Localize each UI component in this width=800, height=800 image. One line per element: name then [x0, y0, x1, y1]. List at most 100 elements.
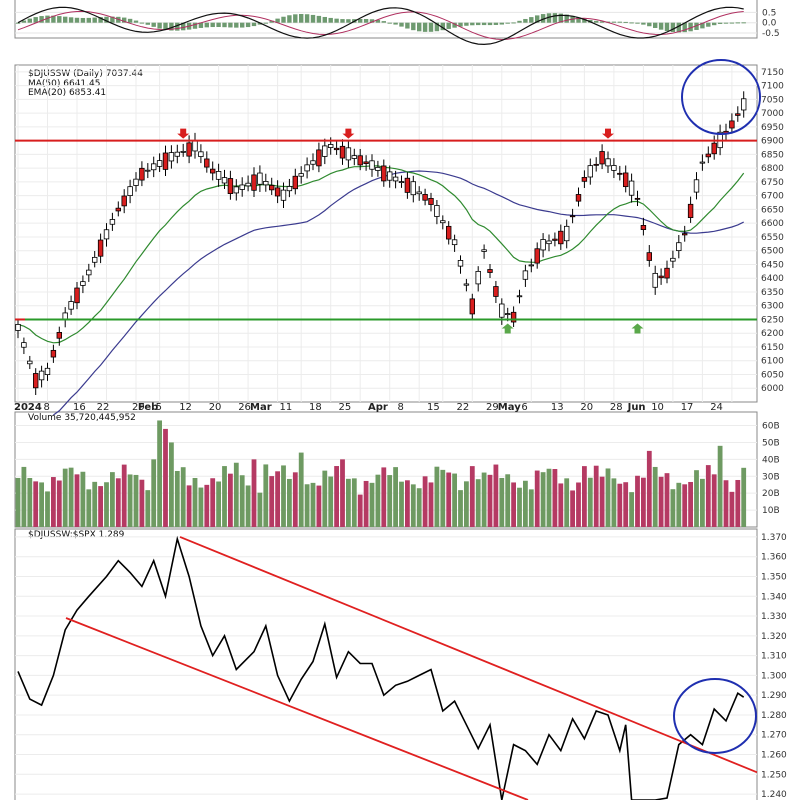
price-ytick: 6700: [761, 192, 784, 202]
candle-body: [451, 239, 458, 246]
volume-bar: [652, 466, 658, 527]
candle-body: [487, 269, 493, 273]
candle-body: [711, 142, 717, 155]
macd-histogram-bar: [576, 17, 581, 23]
volume-bar: [564, 478, 570, 527]
volume-bar: [27, 478, 33, 527]
macd-histogram-bar: [104, 16, 109, 23]
candle-body: [581, 176, 588, 182]
candle-body: [540, 239, 546, 251]
macd-histogram-bar: [617, 21, 622, 23]
volume-bar: [405, 480, 410, 527]
candle-body: [504, 313, 511, 316]
volume-bar: [86, 489, 92, 527]
candle-body: [445, 225, 452, 240]
volume-bar: [269, 476, 275, 527]
candle-body: [239, 184, 245, 190]
candle-body: [44, 367, 51, 376]
volume-bar: [688, 481, 693, 527]
volume-bar: [741, 467, 747, 527]
candle-body: [215, 171, 222, 180]
candle-body: [428, 197, 434, 205]
candle-body: [115, 207, 121, 212]
candle-body: [221, 177, 228, 184]
candle-body: [623, 172, 629, 188]
macd-histogram-bar: [658, 22, 664, 30]
macd-histogram-bar: [546, 13, 552, 23]
macd-histogram-bar: [499, 22, 504, 25]
support-arrow-icon: [501, 323, 514, 334]
macd-histogram-bar: [717, 22, 723, 24]
macd-histogram-bar: [122, 17, 127, 23]
candle-body: [687, 203, 694, 218]
candle-body: [192, 140, 198, 152]
candle-body: [628, 180, 635, 196]
macd-histogram-bar: [192, 22, 198, 29]
macd-histogram-bar: [422, 22, 428, 32]
macd-histogram-bar: [517, 20, 522, 23]
macd-histogram-bar: [446, 22, 451, 29]
macd-histogram-bar: [163, 22, 168, 30]
volume-bar: [487, 474, 493, 527]
volume-bar: [393, 467, 398, 527]
volume-bar: [222, 466, 227, 527]
x-axis-label: 20: [209, 402, 222, 413]
macd-histogram-bar: [340, 19, 345, 23]
volume-bar: [670, 489, 676, 527]
candle-body: [268, 184, 275, 191]
price-ytick: 6300: [761, 302, 784, 312]
volume-bar: [115, 478, 121, 527]
macd-histogram-bar: [63, 16, 68, 23]
macd-histogram-bar: [700, 22, 705, 29]
macd-histogram-bar: [428, 22, 434, 32]
candle-body: [204, 158, 210, 168]
ma50-legend: MA(50) 6641.45: [28, 79, 100, 89]
x-axis-label: Jun: [627, 402, 646, 413]
macd-ytick: 0.0: [762, 19, 777, 29]
candle-body: [280, 189, 287, 201]
candle-body: [670, 257, 676, 262]
macd-histogram-bar: [157, 22, 162, 29]
volume-bar: [446, 472, 452, 527]
macd-histogram-bar: [387, 22, 392, 24]
volume-bar: [316, 485, 322, 527]
volume-bar: [523, 480, 528, 527]
volume-bar: [180, 467, 186, 527]
macd-histogram-bar: [694, 22, 699, 30]
volume-bar: [275, 471, 280, 527]
candle-body: [274, 187, 281, 197]
volume-bar: [98, 486, 103, 527]
macd-histogram-bar: [257, 22, 263, 25]
candle-body: [522, 270, 529, 280]
volume-bar: [15, 477, 21, 527]
macd-histogram-bar: [198, 22, 204, 28]
volume-bar: [511, 482, 516, 527]
candle-body: [180, 150, 186, 153]
macd-histogram-bar: [611, 21, 617, 23]
resistance-arrow-icon: [177, 128, 190, 139]
price-ytick: 6200: [761, 329, 784, 339]
macd-histogram-bar: [635, 22, 640, 24]
macd-histogram-bar: [92, 17, 97, 23]
macd-histogram-bar: [464, 22, 469, 26]
volume-ytick: 50B: [762, 438, 780, 448]
macd-histogram-bar: [51, 15, 56, 23]
candle-body: [493, 286, 499, 297]
candle-body: [327, 144, 334, 148]
volume-bar: [21, 466, 27, 527]
candle-body: [634, 197, 641, 200]
macd-histogram-bar: [275, 18, 280, 23]
macd-frame: [14, 0, 758, 39]
ratio-ytick: 1.270: [761, 731, 787, 741]
volume-bar: [192, 478, 198, 527]
ratio-ytick: 1.250: [761, 770, 787, 780]
price-ytick: 6050: [761, 370, 784, 380]
volume-bar: [163, 428, 168, 527]
macd-histogram-bar: [493, 22, 499, 25]
candle-body: [475, 270, 481, 285]
x-axis-label: 22: [97, 402, 110, 413]
volume-bar: [74, 474, 80, 527]
candle-body: [245, 182, 251, 187]
ratio-panel: $DJUSSW:$SPX 1.289 1.370 1.360 1.350 1.340 1…: [15, 530, 787, 800]
volume-bar: [682, 484, 688, 527]
